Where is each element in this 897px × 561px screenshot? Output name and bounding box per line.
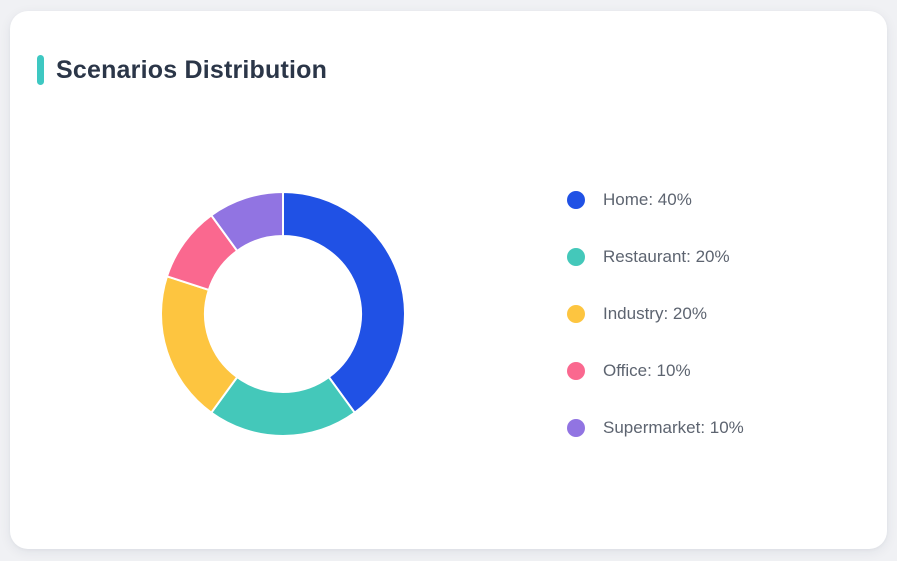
donut-segment-industry[interactable] — [160, 275, 239, 414]
legend-item-supermarket[interactable]: Supermarket: 10% — [567, 418, 744, 438]
legend-dot-restaurant — [567, 248, 585, 266]
legend-dot-supermarket — [567, 419, 585, 437]
legend-item-restaurant[interactable]: Restaurant: 20% — [567, 247, 744, 267]
legend-item-home[interactable]: Home: 40% — [567, 190, 744, 210]
card-title: Scenarios Distribution — [56, 55, 328, 84]
donut-chart — [155, 186, 411, 442]
legend-label: Industry: 20% — [603, 304, 707, 323]
donut-chart-svg — [160, 191, 406, 437]
scenarios-distribution-card: Scenarios Distribution Home: 40% Restaura… — [10, 11, 887, 549]
card-header: Scenarios Distribution — [10, 11, 887, 85]
donut-segment-restaurant[interactable] — [210, 376, 356, 437]
legend-item-industry[interactable]: Industry: 20% — [567, 304, 744, 324]
legend-label: Restaurant: 20% — [603, 247, 730, 266]
donut-segment-home[interactable] — [282, 191, 406, 414]
donut-segment-supermarket[interactable] — [210, 191, 284, 252]
legend-label: Home: 40% — [603, 190, 692, 209]
legend-item-office[interactable]: Office: 10% — [567, 361, 744, 381]
legend: Home: 40% Restaurant: 20% Industry: 20% Off… — [567, 190, 744, 438]
legend-label: Office: 10% — [603, 361, 691, 380]
legend-dot-home — [567, 191, 585, 209]
legend-dot-office — [567, 362, 585, 380]
title-accent-bar — [37, 55, 44, 85]
legend-dot-industry — [567, 305, 585, 323]
legend-label: Supermarket: 10% — [603, 418, 744, 437]
